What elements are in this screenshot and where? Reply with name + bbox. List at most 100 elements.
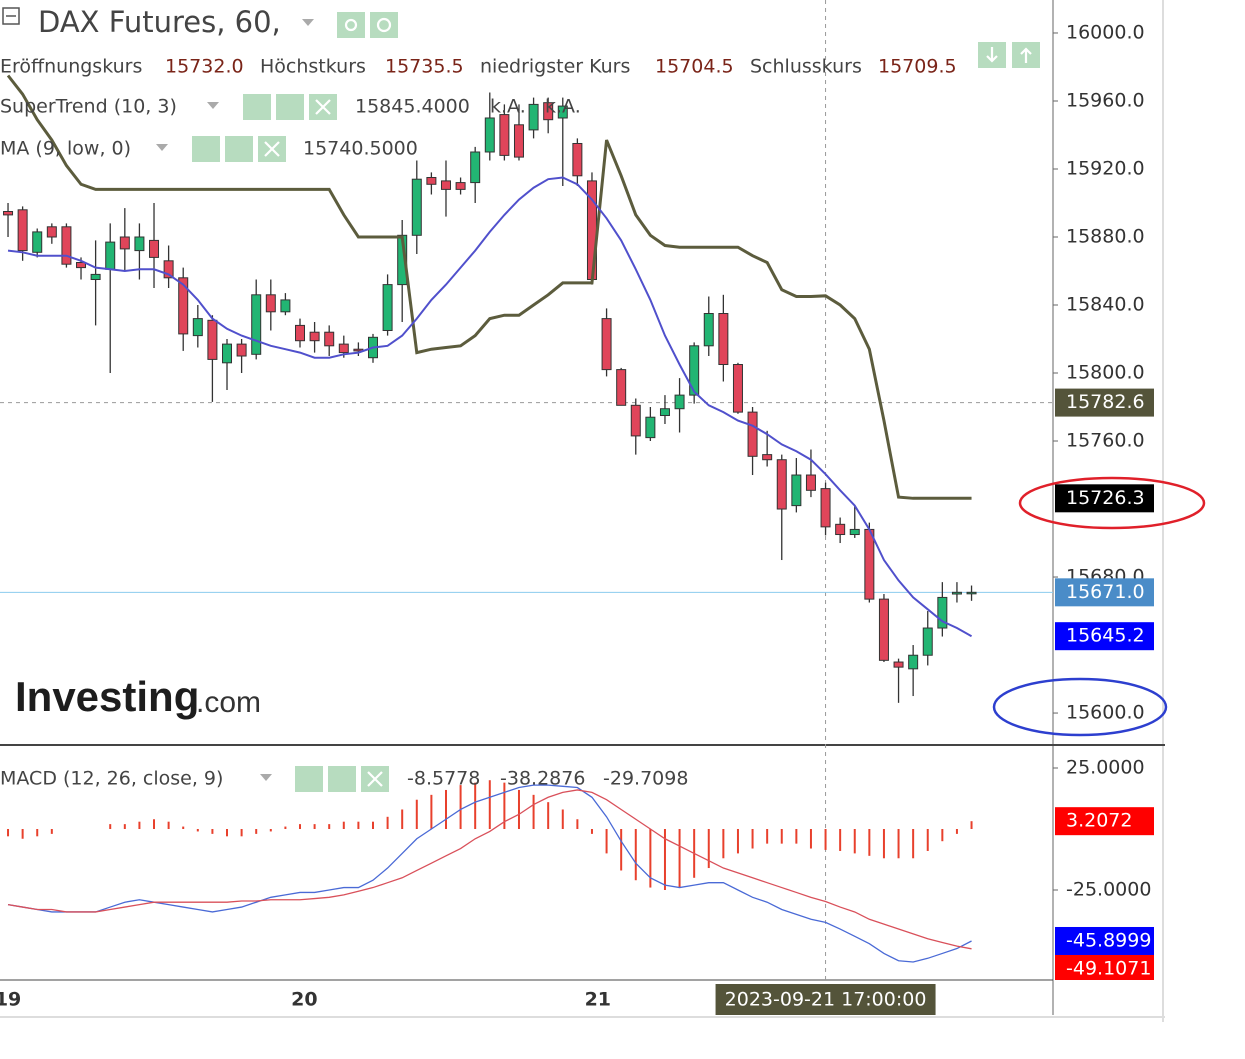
plot: 16000.0 15960.0 15920.0 15880.0 15840.0 15800…	[0, 0, 1151, 1011]
candle-body	[601, 318, 612, 371]
legend-value: 15845.4000	[355, 96, 470, 118]
candle-body	[105, 241, 116, 270]
legend-value: 15740.5000	[303, 138, 418, 160]
candle-body	[674, 394, 685, 410]
price-tag-label: 15671.0	[1066, 581, 1145, 603]
candle-body	[528, 103, 539, 131]
price-tag-label: 3.2072	[1066, 810, 1132, 832]
down-glyph	[986, 47, 998, 63]
candle-body	[411, 178, 422, 236]
eye-icon[interactable]	[295, 766, 323, 792]
candle-body	[251, 294, 262, 355]
macd-line	[7, 784, 972, 963]
candle-body	[17, 209, 28, 252]
gear-icon[interactable]	[328, 766, 356, 792]
candle-body	[572, 142, 583, 177]
close-glyph	[367, 771, 383, 787]
candle-body	[470, 151, 481, 184]
candle-body	[61, 226, 72, 265]
y-tick-label: 25.0000	[1066, 757, 1145, 779]
candle-body	[776, 459, 787, 510]
candle-body	[90, 273, 101, 281]
price-tag	[1055, 484, 1154, 513]
candle-body	[703, 313, 714, 347]
close-value: 15709.5	[878, 56, 957, 78]
price-tag	[1055, 807, 1154, 836]
legend-value: -38.2876	[500, 768, 585, 790]
eye-icon[interactable]	[243, 94, 271, 120]
candle-body	[119, 236, 130, 250]
candle-body	[791, 474, 802, 507]
date-tag	[715, 984, 936, 1015]
candle-body	[747, 411, 758, 457]
candle-body	[762, 454, 773, 461]
price-tag	[1055, 622, 1154, 651]
candle-body	[645, 416, 656, 439]
y-tick-label: 15600.0	[1066, 702, 1145, 724]
y-tick-label: 15800.0	[1066, 362, 1145, 384]
candle-body	[222, 343, 233, 364]
indicator-line	[6, 74, 972, 500]
gear-icon[interactable]	[276, 94, 304, 120]
candle-body	[937, 596, 948, 629]
macd-title: MACD (12, 26, close, 9)	[0, 768, 223, 790]
y-tick-label: 15840.0	[1066, 294, 1145, 316]
x-tick-label: 21	[585, 989, 611, 1011]
candle-body	[382, 284, 393, 332]
candle-body	[484, 117, 495, 153]
y-tick-label: 15960.0	[1066, 89, 1145, 111]
candle-body	[893, 661, 904, 668]
dropdown[interactable]	[156, 144, 168, 151]
legend: DAX Futures, 60, Eröffnungskurs 15732.0 …	[0, 5, 1040, 792]
gear-icon[interactable]	[225, 136, 253, 162]
macd-tags: 3.2072 -45.8999 -49.1071	[1055, 807, 1154, 980]
candle-body	[849, 528, 860, 536]
price-tag-label: 15645.2	[1066, 625, 1145, 647]
candle-body	[820, 488, 831, 528]
watermark: Investing	[15, 673, 199, 720]
y-tick-label: 15760.0	[1066, 430, 1145, 452]
candle-body	[951, 591, 962, 595]
price-tag	[1055, 926, 1154, 955]
candle-body	[163, 260, 174, 279]
candle-body	[455, 182, 466, 190]
candle-body	[338, 343, 349, 354]
candle-body	[149, 239, 160, 258]
candle-body	[134, 236, 145, 252]
price-tag-label: -45.8999	[1066, 929, 1151, 951]
legend-value: -29.7098	[603, 768, 688, 790]
candle-body	[76, 262, 87, 269]
price-tag	[1055, 388, 1154, 417]
candle-body	[718, 313, 729, 366]
y-tick-label: 16000.0	[1066, 21, 1145, 43]
dropdown[interactable]	[260, 774, 272, 781]
eye-icon[interactable]	[192, 136, 220, 162]
candle-body	[32, 231, 43, 253]
gear-icon[interactable]	[370, 12, 398, 38]
date-tag-label: 2023-09-21 17:00:00	[725, 989, 927, 1011]
dropdown[interactable]	[207, 102, 219, 109]
close-glyph	[264, 141, 280, 157]
candle-body	[309, 331, 320, 342]
eye-icon[interactable]	[337, 12, 365, 38]
price-tag	[1055, 578, 1154, 607]
candle-body	[557, 105, 568, 119]
candle-body	[908, 654, 919, 670]
candle-body	[440, 180, 451, 190]
x-tick-label: 19	[0, 989, 21, 1011]
candle-body	[46, 226, 57, 238]
open-value: 15732.0	[165, 56, 244, 78]
candle-body	[966, 591, 977, 595]
candle-body	[659, 408, 670, 417]
candle-body	[513, 124, 524, 158]
chart-title: DAX Futures, 60,	[38, 5, 281, 39]
high-label: Höchstkurs	[260, 56, 366, 78]
candle-body	[616, 369, 627, 406]
candle-body	[689, 345, 700, 396]
dropdown[interactable]	[302, 19, 314, 26]
highlight-red	[1018, 476, 1206, 530]
candle-body	[280, 299, 291, 313]
candle-body	[864, 528, 875, 600]
watermark-suffix: .com	[196, 686, 261, 719]
